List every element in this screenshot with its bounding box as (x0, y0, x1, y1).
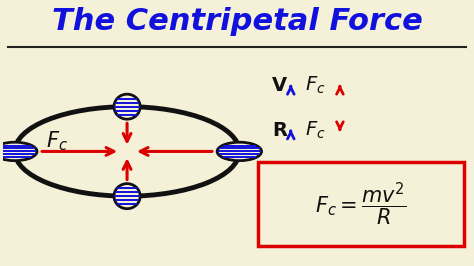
Text: $F_c = \dfrac{mv^2}{R}$: $F_c = \dfrac{mv^2}{R}$ (315, 180, 407, 228)
Ellipse shape (114, 94, 140, 119)
Text: $F_c$: $F_c$ (46, 129, 68, 153)
Text: $F_c$: $F_c$ (305, 75, 325, 96)
Text: R: R (272, 121, 287, 140)
Text: The Centripetal Force: The Centripetal Force (52, 7, 422, 36)
Ellipse shape (0, 142, 37, 161)
Ellipse shape (217, 142, 262, 161)
Text: V: V (272, 76, 287, 95)
Text: $F_c$: $F_c$ (305, 120, 325, 141)
Ellipse shape (114, 184, 140, 209)
FancyBboxPatch shape (258, 162, 464, 246)
